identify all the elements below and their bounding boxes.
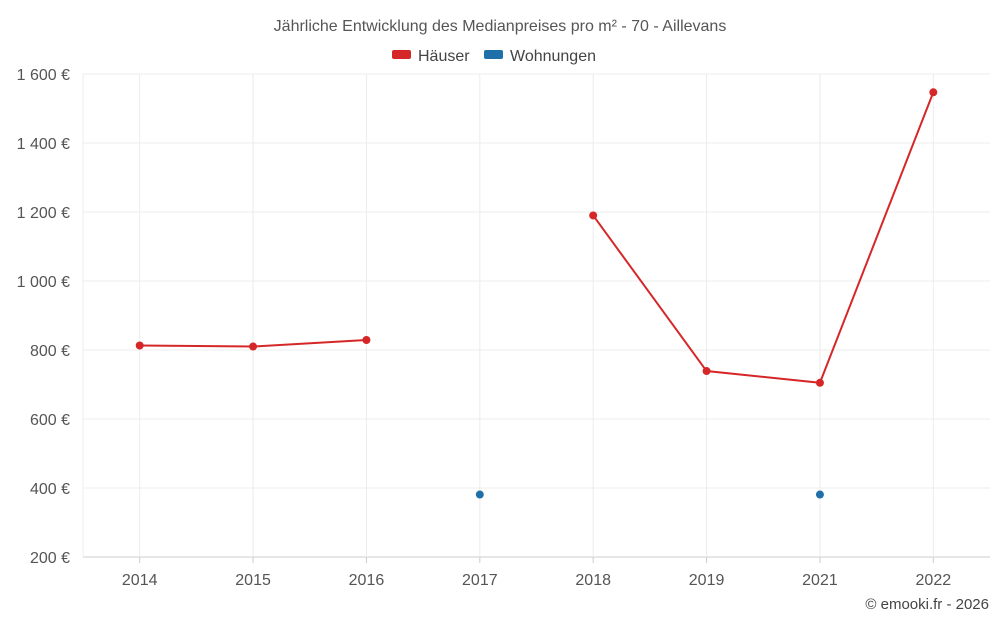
x-tick-label: 2017 — [462, 572, 498, 589]
y-tick-label: 1 200 € — [17, 205, 70, 222]
y-tick-label: 400 € — [30, 481, 70, 498]
x-tick-label: 2019 — [689, 572, 725, 589]
y-tick-label: 600 € — [30, 412, 70, 429]
y-tick-label: 1 600 € — [17, 67, 70, 84]
data-point-haeuser[interactable] — [135, 341, 144, 350]
copyright-credit: © emooki.fr - 2026 — [865, 596, 989, 613]
series-layer — [135, 88, 938, 499]
y-tick-label: 800 € — [30, 343, 70, 360]
data-point-wohnungen[interactable] — [815, 490, 824, 499]
legend-swatch-wohnungen[interactable] — [484, 50, 503, 59]
data-point-haeuser[interactable] — [815, 378, 824, 387]
x-tick-label: 2016 — [349, 572, 385, 589]
x-tick-label: 2022 — [916, 572, 952, 589]
data-point-haeuser[interactable] — [702, 367, 711, 376]
legend-label-wohnungen[interactable]: Wohnungen — [510, 48, 596, 65]
data-point-haeuser[interactable] — [249, 342, 258, 351]
x-axis-ticks: 2014 2015 2016 2017 2018 2019 2021 2022 — [122, 572, 951, 589]
data-point-haeuser[interactable] — [929, 88, 938, 97]
x-tick-label: 2021 — [802, 572, 838, 589]
x-tick-label: 2018 — [575, 572, 611, 589]
chart-title: Jährliche Entwicklung des Medianpreises … — [274, 18, 727, 35]
series-line-haeuser — [592, 91, 935, 384]
data-point-haeuser[interactable] — [589, 211, 598, 220]
grid — [82, 73, 990, 563]
data-point-wohnungen[interactable] — [475, 490, 484, 499]
x-tick-label: 2014 — [122, 572, 158, 589]
x-tick-label: 2015 — [235, 572, 271, 589]
y-tick-label: 200 € — [30, 550, 70, 567]
data-point-haeuser[interactable] — [362, 335, 371, 344]
y-axis-ticks: 200 € 400 € 600 € 800 € 1 000 € 1 200 € 1 400 … — [17, 67, 70, 567]
legend-swatch-haeuser[interactable] — [392, 50, 411, 59]
legend-label-haeuser[interactable]: Häuser — [418, 48, 470, 65]
legend: Häuser Wohnungen — [392, 48, 596, 65]
y-tick-label: 1 000 € — [17, 274, 70, 291]
y-tick-label: 1 400 € — [17, 136, 70, 153]
